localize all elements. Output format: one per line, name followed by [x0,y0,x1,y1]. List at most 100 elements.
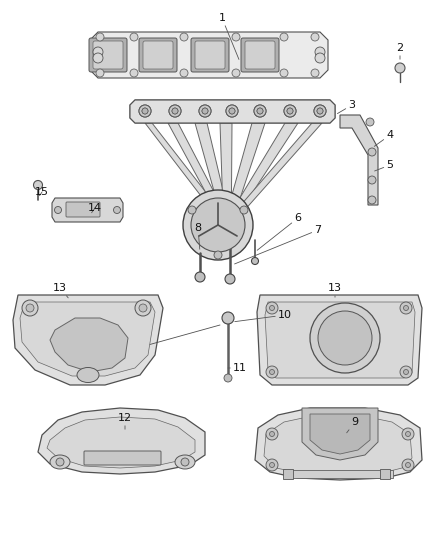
FancyBboxPatch shape [195,41,225,69]
Circle shape [93,47,103,57]
Polygon shape [90,32,328,78]
Circle shape [311,69,319,77]
Circle shape [269,305,275,311]
FancyBboxPatch shape [93,41,123,69]
Text: 7: 7 [235,225,321,264]
Circle shape [22,300,38,316]
Circle shape [257,108,263,114]
Text: 11: 11 [228,363,247,373]
Text: 5: 5 [374,160,393,171]
Circle shape [368,196,376,204]
Circle shape [287,108,293,114]
Polygon shape [50,318,128,372]
Polygon shape [13,295,163,385]
Circle shape [287,108,293,114]
Circle shape [311,33,319,41]
Circle shape [232,69,240,77]
Text: 10: 10 [235,310,292,321]
FancyBboxPatch shape [66,202,100,217]
Polygon shape [130,100,335,123]
Ellipse shape [77,367,99,383]
Circle shape [229,108,235,114]
Polygon shape [226,123,298,220]
Circle shape [403,305,409,311]
Circle shape [214,251,222,259]
Circle shape [400,366,412,378]
FancyBboxPatch shape [89,38,127,72]
FancyBboxPatch shape [241,38,279,72]
Circle shape [257,108,263,114]
Circle shape [181,458,189,466]
Circle shape [406,432,410,437]
FancyBboxPatch shape [191,38,229,72]
Circle shape [96,69,104,77]
Text: 3: 3 [337,100,356,114]
Circle shape [33,181,42,190]
Polygon shape [265,302,415,378]
Circle shape [314,105,326,117]
Polygon shape [228,123,322,220]
Circle shape [269,369,275,375]
Polygon shape [130,100,335,123]
Circle shape [199,105,211,117]
Text: 8: 8 [194,223,201,249]
Polygon shape [20,302,155,376]
Text: 2: 2 [396,43,403,59]
FancyBboxPatch shape [139,38,177,72]
Circle shape [142,108,148,114]
Circle shape [139,304,147,312]
Circle shape [400,302,412,314]
Circle shape [180,69,188,77]
Circle shape [188,206,196,214]
Circle shape [266,302,278,314]
FancyBboxPatch shape [143,41,173,69]
Circle shape [240,206,248,214]
Circle shape [402,428,414,440]
Circle shape [403,369,409,375]
FancyBboxPatch shape [245,41,275,69]
Polygon shape [310,414,370,454]
Circle shape [199,105,211,117]
FancyBboxPatch shape [84,451,161,465]
Circle shape [139,105,151,117]
Circle shape [169,105,181,117]
Circle shape [269,432,275,437]
Circle shape [172,108,178,114]
Polygon shape [195,123,230,220]
Circle shape [130,33,138,41]
Ellipse shape [175,455,195,469]
Circle shape [226,105,238,117]
Circle shape [202,108,208,114]
Circle shape [395,63,405,73]
Circle shape [266,428,278,440]
Polygon shape [38,408,205,474]
Circle shape [280,33,288,41]
Circle shape [315,47,325,57]
Polygon shape [52,198,123,222]
Circle shape [222,312,234,324]
Polygon shape [168,123,229,220]
Text: 12: 12 [118,413,132,429]
Text: 4: 4 [374,130,394,147]
Circle shape [280,69,288,77]
Polygon shape [264,416,412,475]
Circle shape [54,206,61,214]
Circle shape [202,108,208,114]
Bar [283,469,293,479]
Circle shape [191,198,245,252]
Polygon shape [255,408,422,480]
Text: 6: 6 [257,213,301,251]
Circle shape [402,459,414,471]
Circle shape [310,303,380,373]
Circle shape [317,108,323,114]
Circle shape [269,463,275,467]
Circle shape [226,105,238,117]
Ellipse shape [50,455,70,469]
Circle shape [254,105,266,117]
Circle shape [180,33,188,41]
Circle shape [142,108,148,114]
Circle shape [26,304,34,312]
Circle shape [368,176,376,184]
Circle shape [225,274,235,284]
Polygon shape [257,295,422,385]
